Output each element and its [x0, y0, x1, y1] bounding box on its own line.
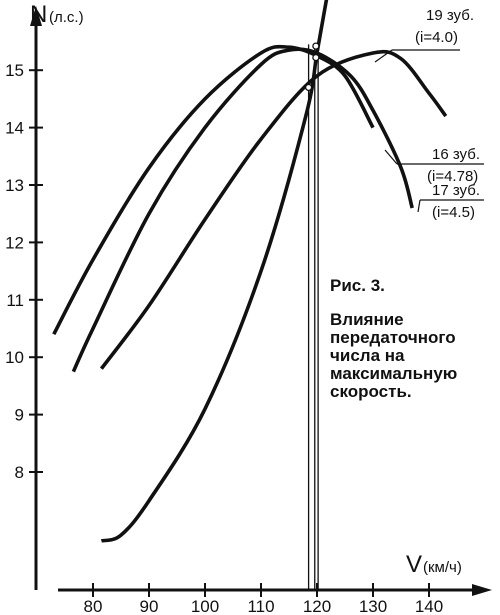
x-tick-label: 120 [303, 597, 331, 615]
y-axis-title: N (л.с.) [30, 1, 84, 28]
intersection-marker [304, 83, 313, 92]
x-axis-title: V (км/ч) [406, 551, 462, 578]
caption-line-4: максимальную [330, 364, 457, 383]
label-17-teeth-name: 17 зуб. [432, 182, 480, 199]
caption: Рис. 3. Влияние передаточного числа на м… [330, 276, 457, 401]
label-17-leader-tick [417, 199, 421, 213]
caption-line-2: передаточного [330, 328, 456, 347]
x-ticks: 80 90 100 110 120 130 140 [84, 583, 443, 615]
y-tick-label: 10 [5, 348, 24, 367]
intersection-markers [304, 42, 320, 92]
y-tick-label: 11 [6, 291, 24, 310]
x-tick-label: 140 [415, 597, 443, 615]
curve-16-teeth [52, 44, 375, 336]
y-tick-label: 9 [15, 406, 24, 425]
y-axis-arrow [30, 6, 42, 26]
curve-17-teeth [71, 47, 414, 373]
x-tick-label: 110 [247, 597, 274, 615]
y-ticks: 8 9 10 11 12 13 14 15 [5, 61, 43, 482]
curves [52, 0, 448, 543]
caption-line-5: скорость. [330, 382, 412, 401]
x-tick-label: 130 [359, 597, 387, 615]
x-axis-label: V [406, 551, 422, 578]
max-speed-lines [307, 44, 319, 590]
curve-labels: 19 зуб. (i=4.0) 16 зуб. (i=4.78) 17 зуб.… [374, 7, 484, 221]
y-tick-label: 15 [5, 61, 24, 80]
x-axis-arrow [472, 584, 492, 596]
y-tick-label: 13 [5, 176, 24, 195]
x-tick-label: 80 [84, 597, 103, 615]
intersection-marker [312, 42, 320, 50]
y-axis-label: N [30, 1, 47, 28]
axes [30, 6, 492, 596]
y-tick-label: 14 [5, 119, 24, 138]
x-tick-label: 100 [191, 597, 219, 615]
curve-19-teeth [99, 49, 448, 370]
label-19-teeth-name: 19 зуб. [426, 7, 474, 24]
label-19-leader-tick [374, 49, 393, 63]
curve-resistance [100, 0, 329, 543]
label-16-teeth-ratio: (i=4.78) [427, 168, 478, 185]
label-19-teeth: 19 зуб. (i=4.0) [374, 7, 474, 63]
label-16-teeth: 16 зуб. (i=4.78) [384, 146, 484, 185]
caption-line-3: числа на [330, 346, 405, 365]
label-17-teeth: 17 зуб. (i=4.5) [417, 182, 484, 221]
x-tick-label: 90 [140, 597, 159, 615]
y-tick-label: 12 [5, 233, 24, 252]
caption-line-1: Влияние [330, 310, 404, 329]
y-tick-label: 8 [15, 463, 24, 482]
label-16-leader-tick [384, 149, 398, 165]
x-axis-unit: (км/ч) [423, 559, 462, 576]
label-16-teeth-name: 16 зуб. [432, 146, 480, 163]
label-17-teeth-ratio: (i=4.5) [432, 204, 475, 221]
y-axis-unit: (л.с.) [49, 9, 84, 26]
caption-title: Рис. 3. [330, 276, 385, 295]
intersection-marker [312, 53, 320, 62]
label-19-teeth-ratio: (i=4.0) [415, 29, 458, 46]
